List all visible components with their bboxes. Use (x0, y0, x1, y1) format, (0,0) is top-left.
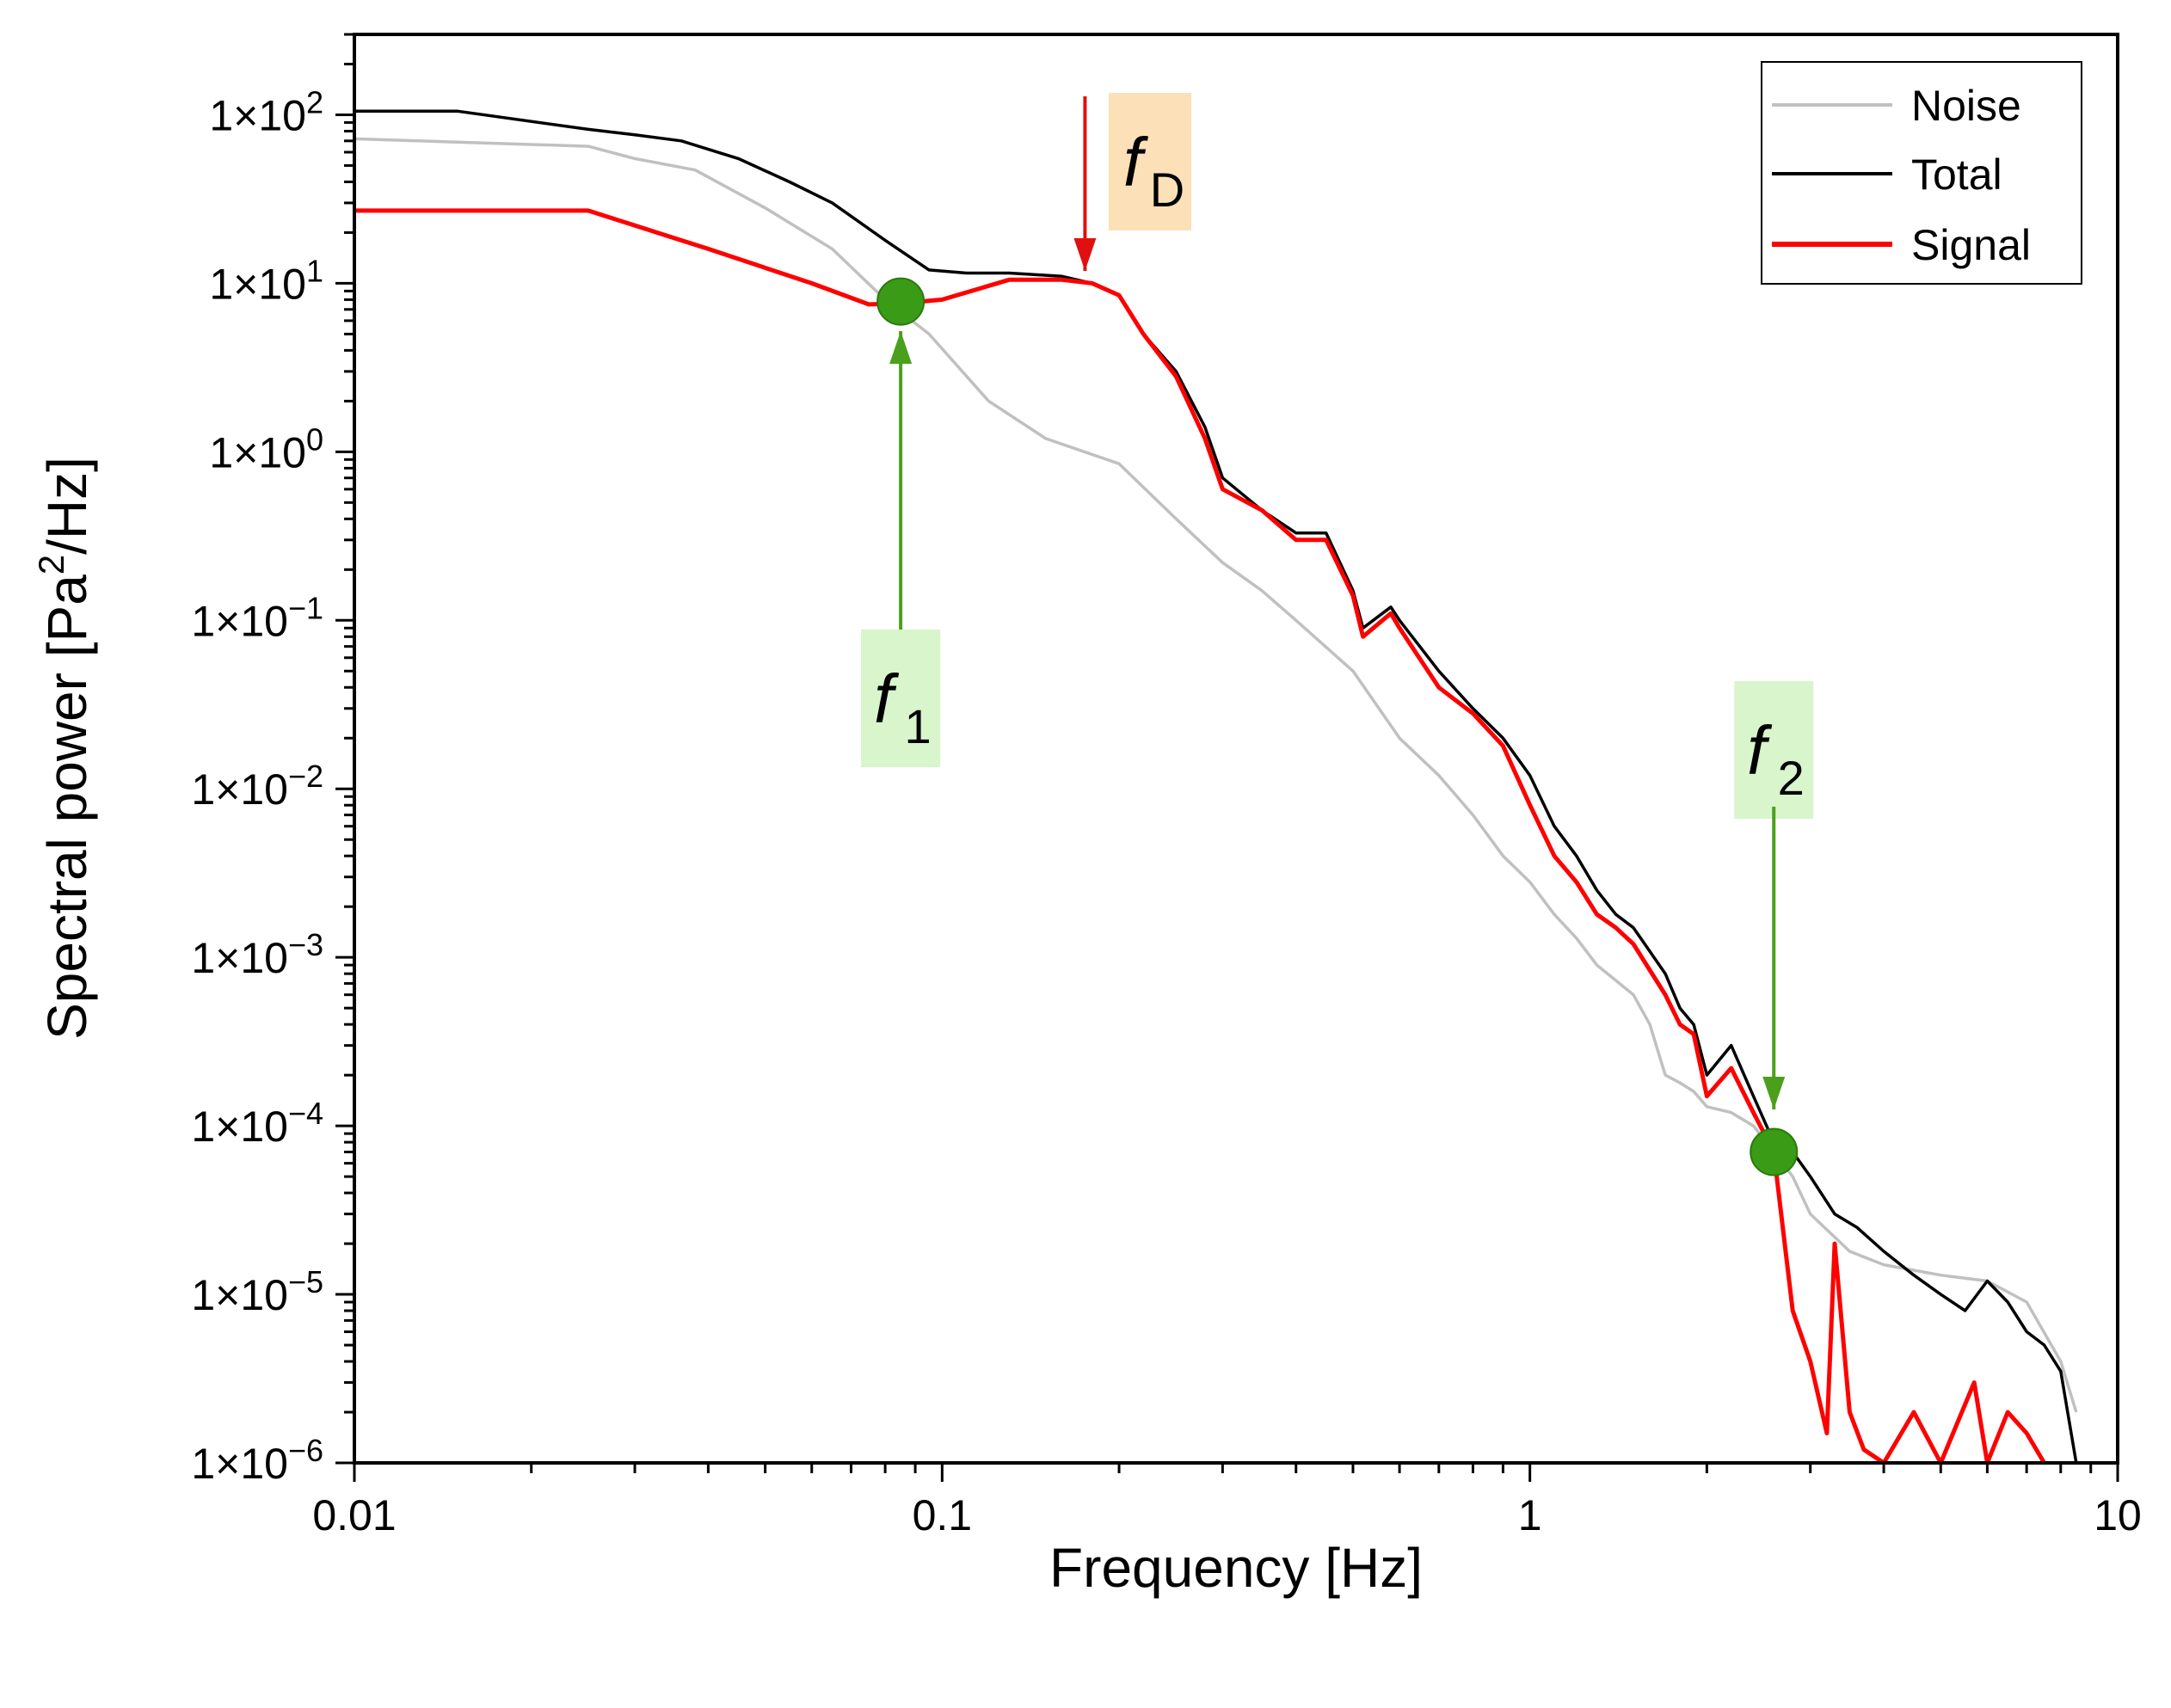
series-signal-line (354, 208, 2046, 1465)
f2-point (1750, 1127, 1799, 1177)
y-tick-label: 1×10−5 (191, 1264, 323, 1319)
f1-arrow-head (889, 331, 913, 364)
legend-total-label: Total (1911, 151, 2002, 199)
y-axis-title: Spectral power [Pa2/Hz] (31, 457, 98, 1040)
y-tick-label: 1×10−3 (191, 927, 323, 982)
series-layer (354, 109, 2078, 1465)
fd-arrow-head (1073, 238, 1097, 271)
f1-point (876, 277, 926, 326)
y-tick-label: 1×10−2 (191, 759, 323, 814)
fd-box (1109, 93, 1191, 230)
y-axis-title-suffix: /Hz] (36, 457, 98, 555)
f1-subscript: 1 (905, 699, 932, 753)
legend: Noise Total Signal (1761, 61, 2082, 285)
f2-box (1734, 681, 1814, 819)
legend-signal-label: Signal (1911, 221, 2031, 269)
x-tick-label: 10 (2094, 1491, 2142, 1539)
legend-noise-label: Noise (1911, 82, 2021, 130)
series-total-line (354, 109, 2078, 1464)
x-tick-label: 0.1 (913, 1491, 973, 1539)
fd-subscript: D (1150, 163, 1184, 217)
y-tick-label: 1×100 (209, 421, 323, 476)
y-axis-title-sup: 2 (31, 555, 71, 574)
f1-box (861, 630, 941, 767)
y-tick-label: 1×10−1 (191, 590, 323, 645)
series-noise-line (354, 137, 2078, 1413)
plot-frame (353, 33, 2119, 1465)
x-tick-label: 0.01 (312, 1491, 396, 1539)
y-tick-label: 1×10−4 (191, 1096, 323, 1151)
y-tick-label: 1×101 (209, 253, 323, 308)
y-tick-label: 1×10−6 (191, 1433, 323, 1488)
x-tick-label: 1 (1518, 1491, 1542, 1539)
x-axis-title: Frequency [Hz] (1049, 1537, 1423, 1599)
f2-arrow-head (1762, 1077, 1786, 1109)
tick-labels: 0.01 0.1 1 10 1×102 1×101 1×100 1×10−1 1×10−2 1×1… (191, 84, 2141, 1539)
y-tick-label: 1×102 (209, 84, 323, 139)
annotation-layer: f 1 f 2f D (861, 93, 1814, 1177)
f2-subscript: 2 (1778, 751, 1805, 805)
y-axis-title-prefix: Spectral power [Pa (36, 574, 98, 1040)
